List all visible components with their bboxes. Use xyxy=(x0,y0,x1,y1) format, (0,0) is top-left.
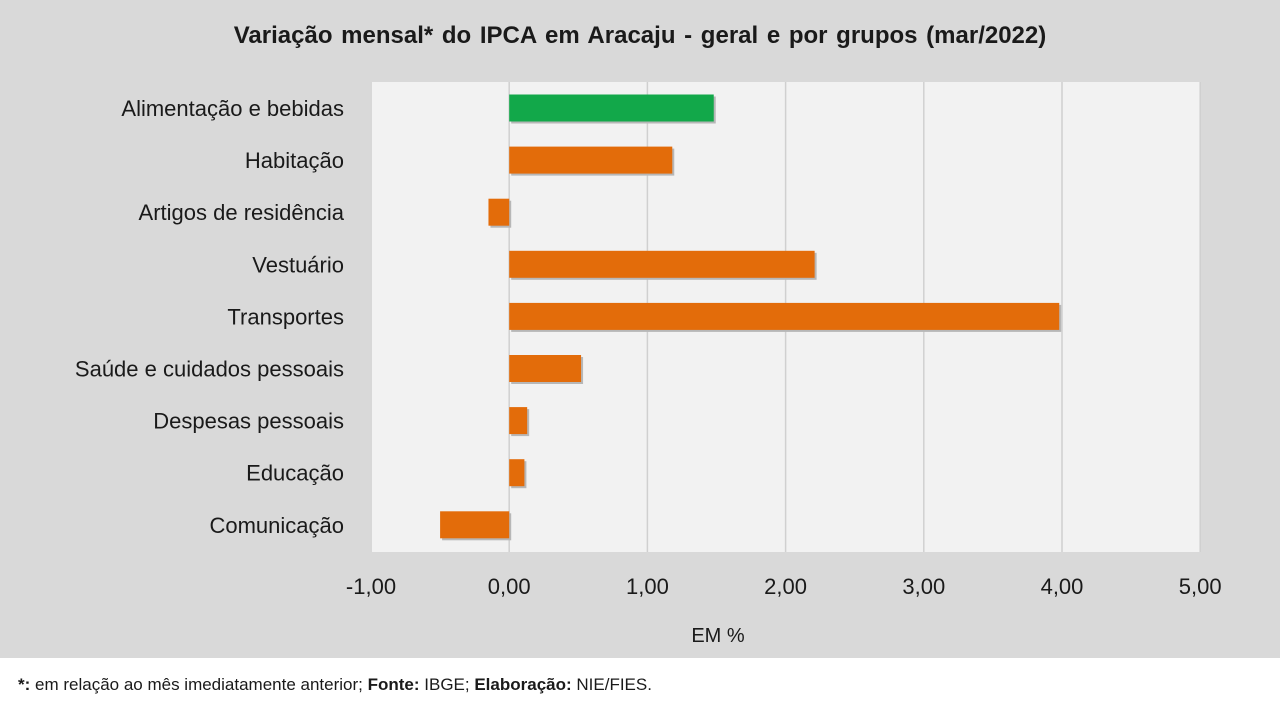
x-axis-title: EM % xyxy=(691,625,745,647)
x-tick-label: 1,00 xyxy=(626,574,669,599)
bar xyxy=(509,94,714,122)
footnote-source-value: IBGE; xyxy=(419,675,475,694)
category-label: Comunicação xyxy=(209,513,344,538)
footnote: *: em relação ao mês imediatamente anter… xyxy=(18,675,652,695)
x-tick-label: 2,00 xyxy=(764,574,807,599)
category-label: Saúde e cuidados pessoais xyxy=(75,357,344,382)
category-label: Despesas pessoais xyxy=(153,409,344,434)
footnote-elaboration-value: NIE/FIES. xyxy=(571,675,652,694)
bar xyxy=(509,459,525,487)
x-tick-label: -1,00 xyxy=(346,574,396,599)
chart-title: Variação mensal* do IPCA em Aracaju - ge… xyxy=(233,22,1047,49)
category-label: Alimentação e bebidas xyxy=(121,96,344,121)
category-label: Vestuário xyxy=(252,252,344,277)
x-tick-label: 3,00 xyxy=(902,574,945,599)
x-tick-label: 4,00 xyxy=(1041,574,1084,599)
footnote-marker: *: xyxy=(18,675,31,694)
bar xyxy=(488,198,510,226)
bar xyxy=(509,250,815,278)
bar xyxy=(440,511,510,539)
x-tick-label: 0,00 xyxy=(488,574,531,599)
category-label: Educação xyxy=(246,461,344,486)
category-label: Artigos de residência xyxy=(139,200,345,225)
footnote-source-label: Fonte: xyxy=(367,675,420,694)
bar xyxy=(509,302,1060,330)
x-tick-label: 5,00 xyxy=(1179,574,1222,599)
footnote-elaboration-label: Elaboração: xyxy=(474,675,572,694)
footnote-text: em relação ao mês imediatamente anterior… xyxy=(30,675,368,694)
bar xyxy=(509,355,582,382)
category-label: Transportes xyxy=(227,304,344,329)
footnote-band xyxy=(0,658,1280,720)
bar xyxy=(509,407,528,435)
category-label: Habitação xyxy=(245,148,344,173)
bar xyxy=(509,146,673,174)
